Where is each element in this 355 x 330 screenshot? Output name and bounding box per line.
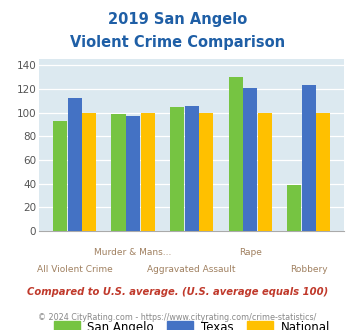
Bar <box>170 107 184 231</box>
Bar <box>82 113 96 231</box>
Text: Robbery: Robbery <box>290 265 328 274</box>
Text: Compared to U.S. average. (U.S. average equals 100): Compared to U.S. average. (U.S. average … <box>27 287 328 297</box>
Text: © 2024 CityRating.com - https://www.cityrating.com/crime-statistics/: © 2024 CityRating.com - https://www.city… <box>38 313 317 322</box>
Bar <box>67 98 82 231</box>
Bar <box>53 121 67 231</box>
Bar <box>185 106 199 231</box>
Text: Violent Crime Comparison: Violent Crime Comparison <box>70 35 285 50</box>
Bar <box>316 113 331 231</box>
Bar <box>141 113 155 231</box>
Bar <box>229 77 242 231</box>
Bar <box>111 114 126 231</box>
Bar <box>302 85 316 231</box>
Bar <box>258 113 272 231</box>
Text: Rape: Rape <box>239 248 262 257</box>
Bar <box>243 88 257 231</box>
Bar <box>126 116 140 231</box>
Legend: San Angelo, Texas, National: San Angelo, Texas, National <box>49 316 334 330</box>
Bar <box>199 113 213 231</box>
Text: All Violent Crime: All Violent Crime <box>37 265 113 274</box>
Text: Murder & Mans...: Murder & Mans... <box>94 248 172 257</box>
Text: 2019 San Angelo: 2019 San Angelo <box>108 12 247 26</box>
Text: Aggravated Assault: Aggravated Assault <box>147 265 236 274</box>
Bar <box>287 185 301 231</box>
